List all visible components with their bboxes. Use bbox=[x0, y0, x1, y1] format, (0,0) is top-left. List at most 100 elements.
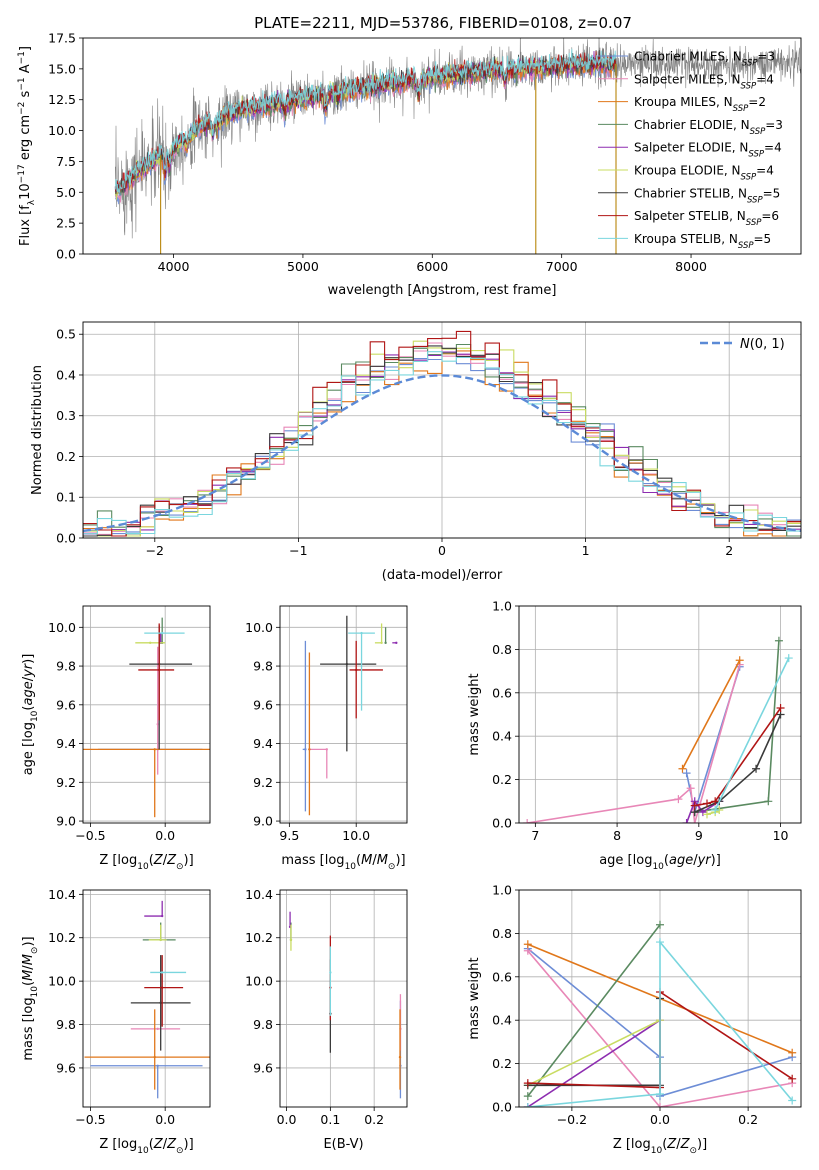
grid bbox=[280, 606, 407, 823]
label-part: yr bbox=[697, 853, 713, 868]
label-part: )] bbox=[21, 654, 36, 664]
x-axis-label: (data-model)/error bbox=[382, 568, 503, 583]
label-part: Z bbox=[153, 1137, 164, 1152]
label-part: )] bbox=[697, 1137, 707, 1152]
label-part: N bbox=[740, 337, 750, 352]
weight-marker-kroupa-miles bbox=[735, 656, 744, 665]
weight-line-salpeter-elodie bbox=[527, 1019, 661, 1107]
label-part: −1 bbox=[17, 51, 27, 64]
figure-title: PLATE=2211, MJD=53786, FIBERID=0108, z=0… bbox=[254, 14, 632, 32]
x-tick-label: 0 bbox=[438, 543, 446, 558]
x-axis-label: E(B-V) bbox=[323, 1137, 363, 1152]
y-tick-label: 10.4 bbox=[245, 887, 273, 902]
y-tick-label: 1.0 bbox=[492, 599, 512, 614]
y-tick-label: 10.0 bbox=[48, 123, 76, 138]
legend-label-salpeter-stelib: Salpeter STELIB, NSSP=6 bbox=[634, 209, 779, 228]
point-kroupa-stelib bbox=[360, 631, 363, 635]
legend-text: Kroupa STELIB, N bbox=[634, 232, 738, 246]
weight-marker-salpeter-miles bbox=[674, 795, 683, 804]
x-axis-label: age [log10(age/yr)] bbox=[599, 853, 721, 872]
label-part: ( bbox=[356, 853, 361, 868]
point-kroupa-elodie bbox=[149, 641, 152, 645]
label-part: / bbox=[163, 1137, 168, 1152]
x-tick-label: −0.5 bbox=[75, 1112, 105, 1127]
y-tick-label: 0.2 bbox=[492, 772, 512, 787]
residuals-panel: −2 −1 0 1 2 0.0 0.1 0.2 0.3 0.4 0.5 N(0, 1) (data-mo… bbox=[30, 321, 802, 583]
label-part: Z [log bbox=[99, 1137, 137, 1152]
weight-marker-kroupa-stelib bbox=[523, 1103, 532, 1107]
y-tick-label: 0.8 bbox=[492, 642, 512, 657]
label-part: 10 bbox=[30, 986, 40, 998]
legend-sub: SSP bbox=[748, 150, 764, 160]
y-axis-label: Flux [fλ10−17 erg cm−2 s−1 A−1] bbox=[17, 46, 37, 246]
weight-line-salpeter-stelib bbox=[694, 707, 782, 807]
label-part: )] bbox=[395, 853, 405, 868]
legend-label-kroupa-miles: Kroupa MILES, NSSP=2 bbox=[634, 95, 766, 114]
label-part: / bbox=[163, 853, 168, 868]
x-tick-label: 1 bbox=[582, 543, 590, 558]
label-part: age bbox=[21, 681, 36, 705]
legend-text: =6 bbox=[761, 209, 779, 223]
y-tick-label: 9.8 bbox=[253, 659, 273, 674]
y-axis-label: mass [log10(M/M⊙)] bbox=[21, 936, 40, 1060]
legend-text: =3 bbox=[765, 118, 783, 132]
label-part: / bbox=[676, 1137, 681, 1152]
point-kroupa-elodie bbox=[380, 641, 383, 645]
label-part: )] bbox=[184, 853, 194, 868]
x-tick-label: 0.0 bbox=[155, 1112, 175, 1127]
label-part: age bbox=[669, 853, 693, 868]
point-salpeter-elodie bbox=[395, 641, 398, 645]
legend-text: Kroupa MILES, N bbox=[634, 95, 733, 109]
y-tick-label: 0.1 bbox=[56, 490, 76, 505]
y-tick-label: 9.8 bbox=[56, 1017, 76, 1032]
label-part: ( bbox=[149, 1137, 154, 1152]
histogram-chabrier-stelib bbox=[83, 345, 801, 538]
y-tick-label: 9.6 bbox=[56, 1060, 76, 1075]
legend-label-chabrier-miles: Chabrier MILES, NSSP=3 bbox=[634, 50, 775, 69]
x-tick-label: 9 bbox=[695, 828, 703, 843]
label-part: (0, 1) bbox=[750, 337, 785, 352]
weight-marker-chabrier-stelib bbox=[752, 764, 761, 773]
y-tick-label: 0.0 bbox=[492, 1100, 512, 1115]
y-tick-label: 7.5 bbox=[56, 154, 76, 169]
weight-marker-chabrier-elodie bbox=[656, 920, 664, 929]
axes: 0.0 0.1 0.2 9.6 9.8 10.0 10.2 10.4 E(B-V) bbox=[245, 887, 408, 1152]
y-tick-label: 0.2 bbox=[492, 1056, 512, 1071]
plot-area bbox=[84, 900, 210, 1099]
label-part: Z [log bbox=[99, 853, 137, 868]
x-tick-label: −2 bbox=[146, 543, 164, 558]
label-part: ( bbox=[664, 853, 669, 868]
point-kroupa-miles bbox=[153, 748, 156, 751]
legend-text: =5 bbox=[754, 232, 772, 246]
label-part: )] bbox=[184, 1137, 194, 1152]
point-salpeter-stelib bbox=[355, 668, 358, 672]
y-tick-label: 9.0 bbox=[56, 814, 76, 829]
y-tick-label: 10.0 bbox=[245, 620, 273, 635]
y-tick-label: 12.5 bbox=[48, 92, 76, 107]
point-kroupa-stelib bbox=[160, 971, 164, 974]
label-part: 10 bbox=[651, 1146, 663, 1156]
weight-marker-chabrier-elodie bbox=[523, 1092, 532, 1101]
label-part: s bbox=[18, 90, 33, 101]
legend-sub: SSP bbox=[738, 241, 754, 251]
axes: −0.5 0.09.09.29.49.69.810.0Z [log10(Z/Z⊙)… bbox=[21, 605, 211, 872]
point-kroupa-miles bbox=[308, 748, 311, 751]
point-chabrier-elodie bbox=[384, 641, 387, 645]
point-chabrier-miles bbox=[156, 1064, 159, 1067]
label-part: M bbox=[377, 853, 388, 868]
label-part: 10 bbox=[652, 862, 664, 872]
x-tick-label: 0.0 bbox=[277, 1112, 297, 1127]
legend-sub: SSP bbox=[741, 173, 757, 183]
x-tick-label: −0.2 bbox=[557, 1112, 587, 1127]
x-tick-label: 2 bbox=[725, 543, 733, 558]
weight-marker-kroupa-stelib bbox=[656, 938, 664, 947]
y-tick-label: 10.2 bbox=[48, 930, 76, 945]
label-part: M bbox=[21, 970, 36, 981]
legend-text: Chabrier STELIB, N bbox=[634, 186, 747, 200]
label-part: ⊙ bbox=[176, 862, 184, 872]
x-tick-label: 10.0 bbox=[342, 828, 370, 843]
y-tick-label: 9.6 bbox=[253, 697, 273, 712]
y-tick-label: 10.0 bbox=[48, 620, 76, 635]
weight-marker-salpeter-miles bbox=[656, 1103, 664, 1107]
